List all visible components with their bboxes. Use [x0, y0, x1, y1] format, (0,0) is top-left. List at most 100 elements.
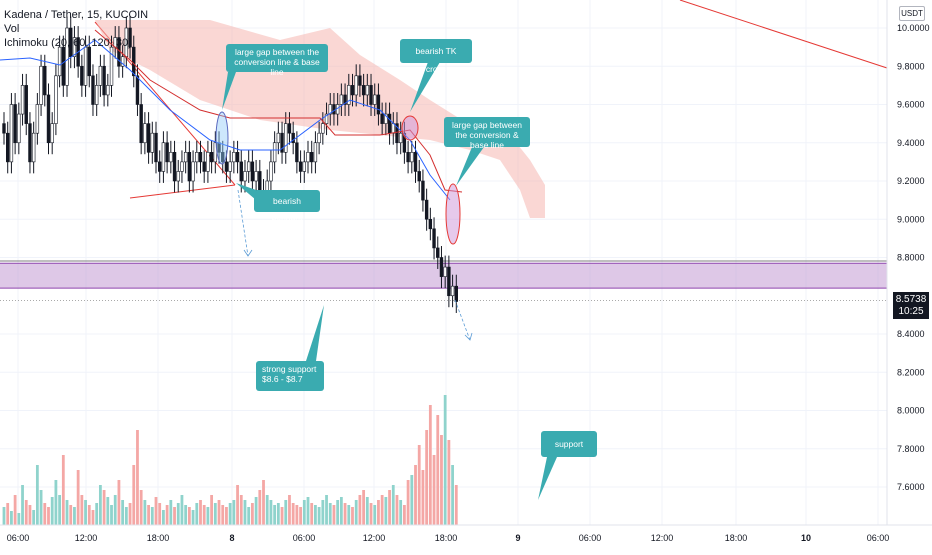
volume-bar: [328, 503, 332, 525]
volume-bar: [432, 455, 436, 525]
volume-bar: [195, 503, 199, 525]
volume-bar: [95, 503, 99, 525]
currency-badge[interactable]: USDT: [899, 6, 925, 21]
time-tick-label: 06:00: [7, 533, 30, 543]
candle-body: [120, 56, 125, 67]
plot-background: [0, 0, 887, 525]
ichimoku-lines: [0, 29, 463, 201]
candle-body: [454, 285, 458, 302]
callout-gap1[interactable]: large gap between the conversion line & …: [226, 44, 328, 77]
time-tick-label: 18:00: [147, 533, 170, 543]
candle-body: [46, 94, 51, 144]
volume-bar: [239, 495, 243, 525]
volume-bar: [54, 480, 58, 525]
candle-body: [276, 132, 281, 144]
candle-body: [284, 123, 288, 153]
candle-body: [139, 104, 143, 144]
volume-bar: [162, 510, 165, 525]
candle-body: [269, 161, 273, 182]
volume-bar: [362, 490, 366, 525]
volume-bar: [106, 497, 110, 525]
candle-body: [150, 132, 154, 153]
volume-bar: [17, 513, 21, 525]
callout-tk-cross[interactable]: bearish TK cross: [400, 39, 472, 74]
candle-body: [450, 285, 455, 297]
volume-bar: [143, 500, 147, 525]
candle-body: [410, 152, 414, 163]
candle-body: [395, 123, 399, 144]
time-tick-label: 9: [515, 533, 520, 543]
volume-bar: [421, 470, 425, 525]
candle-body: [361, 85, 366, 96]
candle-body: [239, 161, 243, 182]
tk-pointer: [410, 62, 440, 112]
callout-strong-support[interactable]: strong support $8.6 - $8.7: [256, 361, 324, 391]
volume-bar: [113, 495, 117, 525]
callout-support-75[interactable]: support $7.5: [541, 431, 597, 469]
volume-bar: [98, 485, 102, 525]
volume-bar: [87, 505, 91, 525]
price-tick-label: 9.4000: [897, 138, 925, 148]
candle-body: [43, 65, 47, 96]
candle-body: [195, 152, 199, 163]
callout-pennant[interactable]: bearish pennant: [254, 190, 320, 222]
candle-body: [228, 161, 232, 172]
candle-body: [369, 85, 373, 105]
volume-bar: [213, 503, 217, 525]
volume-bar: [402, 505, 406, 525]
time-axis: 06:00 12:00 18:00 8 06:00 12:00 18:00 9 06:00 12:…: [0, 524, 932, 543]
candle-body: [102, 65, 106, 96]
candle-body: [413, 152, 418, 172]
candle-body: [384, 113, 388, 124]
volume-bar: [377, 500, 380, 525]
volume-bar: [102, 490, 106, 525]
candle-body: [280, 132, 284, 153]
gap2-pointer: [456, 147, 484, 186]
volume-bar: [269, 500, 273, 525]
candle-body: [332, 104, 336, 115]
volume-bar: [187, 507, 191, 525]
volume-bar: [199, 500, 202, 525]
candle-body: [221, 152, 225, 163]
volume-bar: [28, 505, 32, 525]
candle-body: [380, 113, 384, 124]
time-tick-label: 12:00: [75, 533, 98, 543]
volume-bar: [50, 497, 54, 525]
candle-body: [17, 113, 21, 144]
price-tick-label: 7.6000: [897, 482, 925, 492]
volume-bar: [284, 500, 288, 525]
candle-body: [128, 27, 132, 48]
candle-body: [387, 113, 392, 134]
volume-bar: [132, 465, 136, 525]
candle-body: [72, 37, 77, 57]
candle-body: [31, 132, 36, 163]
candle-body: [183, 152, 188, 163]
price-tick-label: 8.0000: [897, 406, 925, 416]
candle-body: [206, 152, 210, 172]
volume-bar: [80, 495, 84, 525]
candle-body: [421, 180, 425, 201]
price-tick-label: 10.0000: [897, 23, 930, 33]
candle-body: [291, 132, 295, 144]
volume-bar: [380, 495, 384, 525]
volume-bar: [384, 497, 388, 525]
tk-cross-ellipse: [401, 115, 419, 141]
volume-bar: [454, 485, 458, 525]
volume-bar: [117, 480, 121, 525]
candle-body: [106, 85, 110, 96]
volume-bar: [399, 500, 403, 525]
callout-gap2[interactable]: large gap between the conversion & base …: [444, 117, 530, 150]
volume-bar: [154, 497, 158, 525]
volume-bar: [250, 503, 254, 525]
candle-body: [65, 27, 69, 86]
volume-bar: [169, 500, 173, 525]
volume-bar: [336, 500, 340, 525]
chart-legend: Kadena / Tether, 15, KUCOIN Vol Ichimoku…: [4, 8, 148, 50]
candle-body: [432, 228, 436, 249]
volume-bar: [354, 500, 358, 525]
volume-bar: [158, 503, 162, 525]
candle-body: [209, 152, 214, 163]
volume-bar: [76, 470, 80, 525]
